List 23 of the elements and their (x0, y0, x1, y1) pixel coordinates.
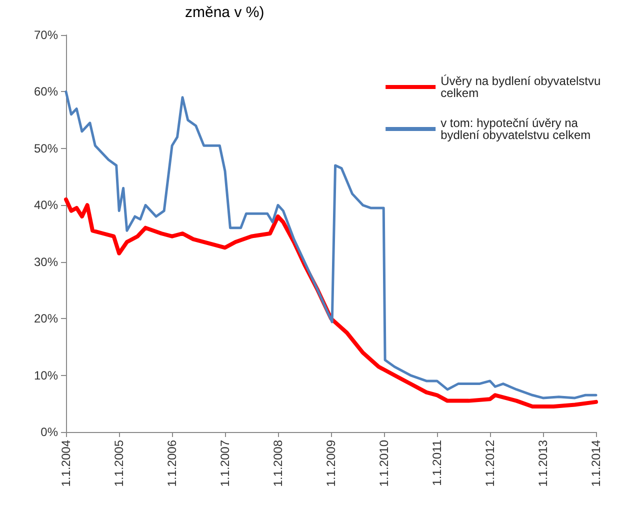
legend-label: Úvěry na bydlení obyvatelstvu celkem (440, 74, 604, 100)
x-tick-label: 1.1.2007 (218, 440, 232, 487)
y-tick-label: 40% (34, 198, 58, 212)
y-tick-label: 10% (34, 368, 58, 382)
y-tick-label: 30% (34, 254, 58, 269)
y-tick-label: 0% (40, 425, 58, 439)
x-tick-label: 1.1.2009 (324, 440, 338, 487)
x-tick-label: 1.1.2012 (482, 440, 497, 487)
x-tick-label: 1.1.2004 (59, 440, 73, 487)
line-series (64, 90, 598, 400)
legend-label: v tom: hypoteční úvěry na bydlení obyvatelstvu celkem (440, 116, 591, 142)
y-tick-label: 20% (34, 312, 58, 326)
x-tick-label: 1.1.2005 (112, 440, 126, 487)
y-tick-label: 70% (34, 28, 58, 42)
x-tick-label: 1.1.2011 (430, 440, 444, 486)
chart-title: změna v %) (185, 4, 264, 21)
y-tick-label: 60% (34, 84, 58, 99)
x-tick-label: 1.1.2006 (165, 440, 180, 487)
y-tick-label: 50% (34, 141, 58, 156)
x-tick-label: 1.1.2013 (536, 440, 550, 487)
x-tick-label: 1.1.2010 (377, 440, 392, 487)
x-tick-label: 1.1.2008 (270, 440, 285, 487)
x-tick-label: 1.1.2014 (589, 440, 603, 487)
